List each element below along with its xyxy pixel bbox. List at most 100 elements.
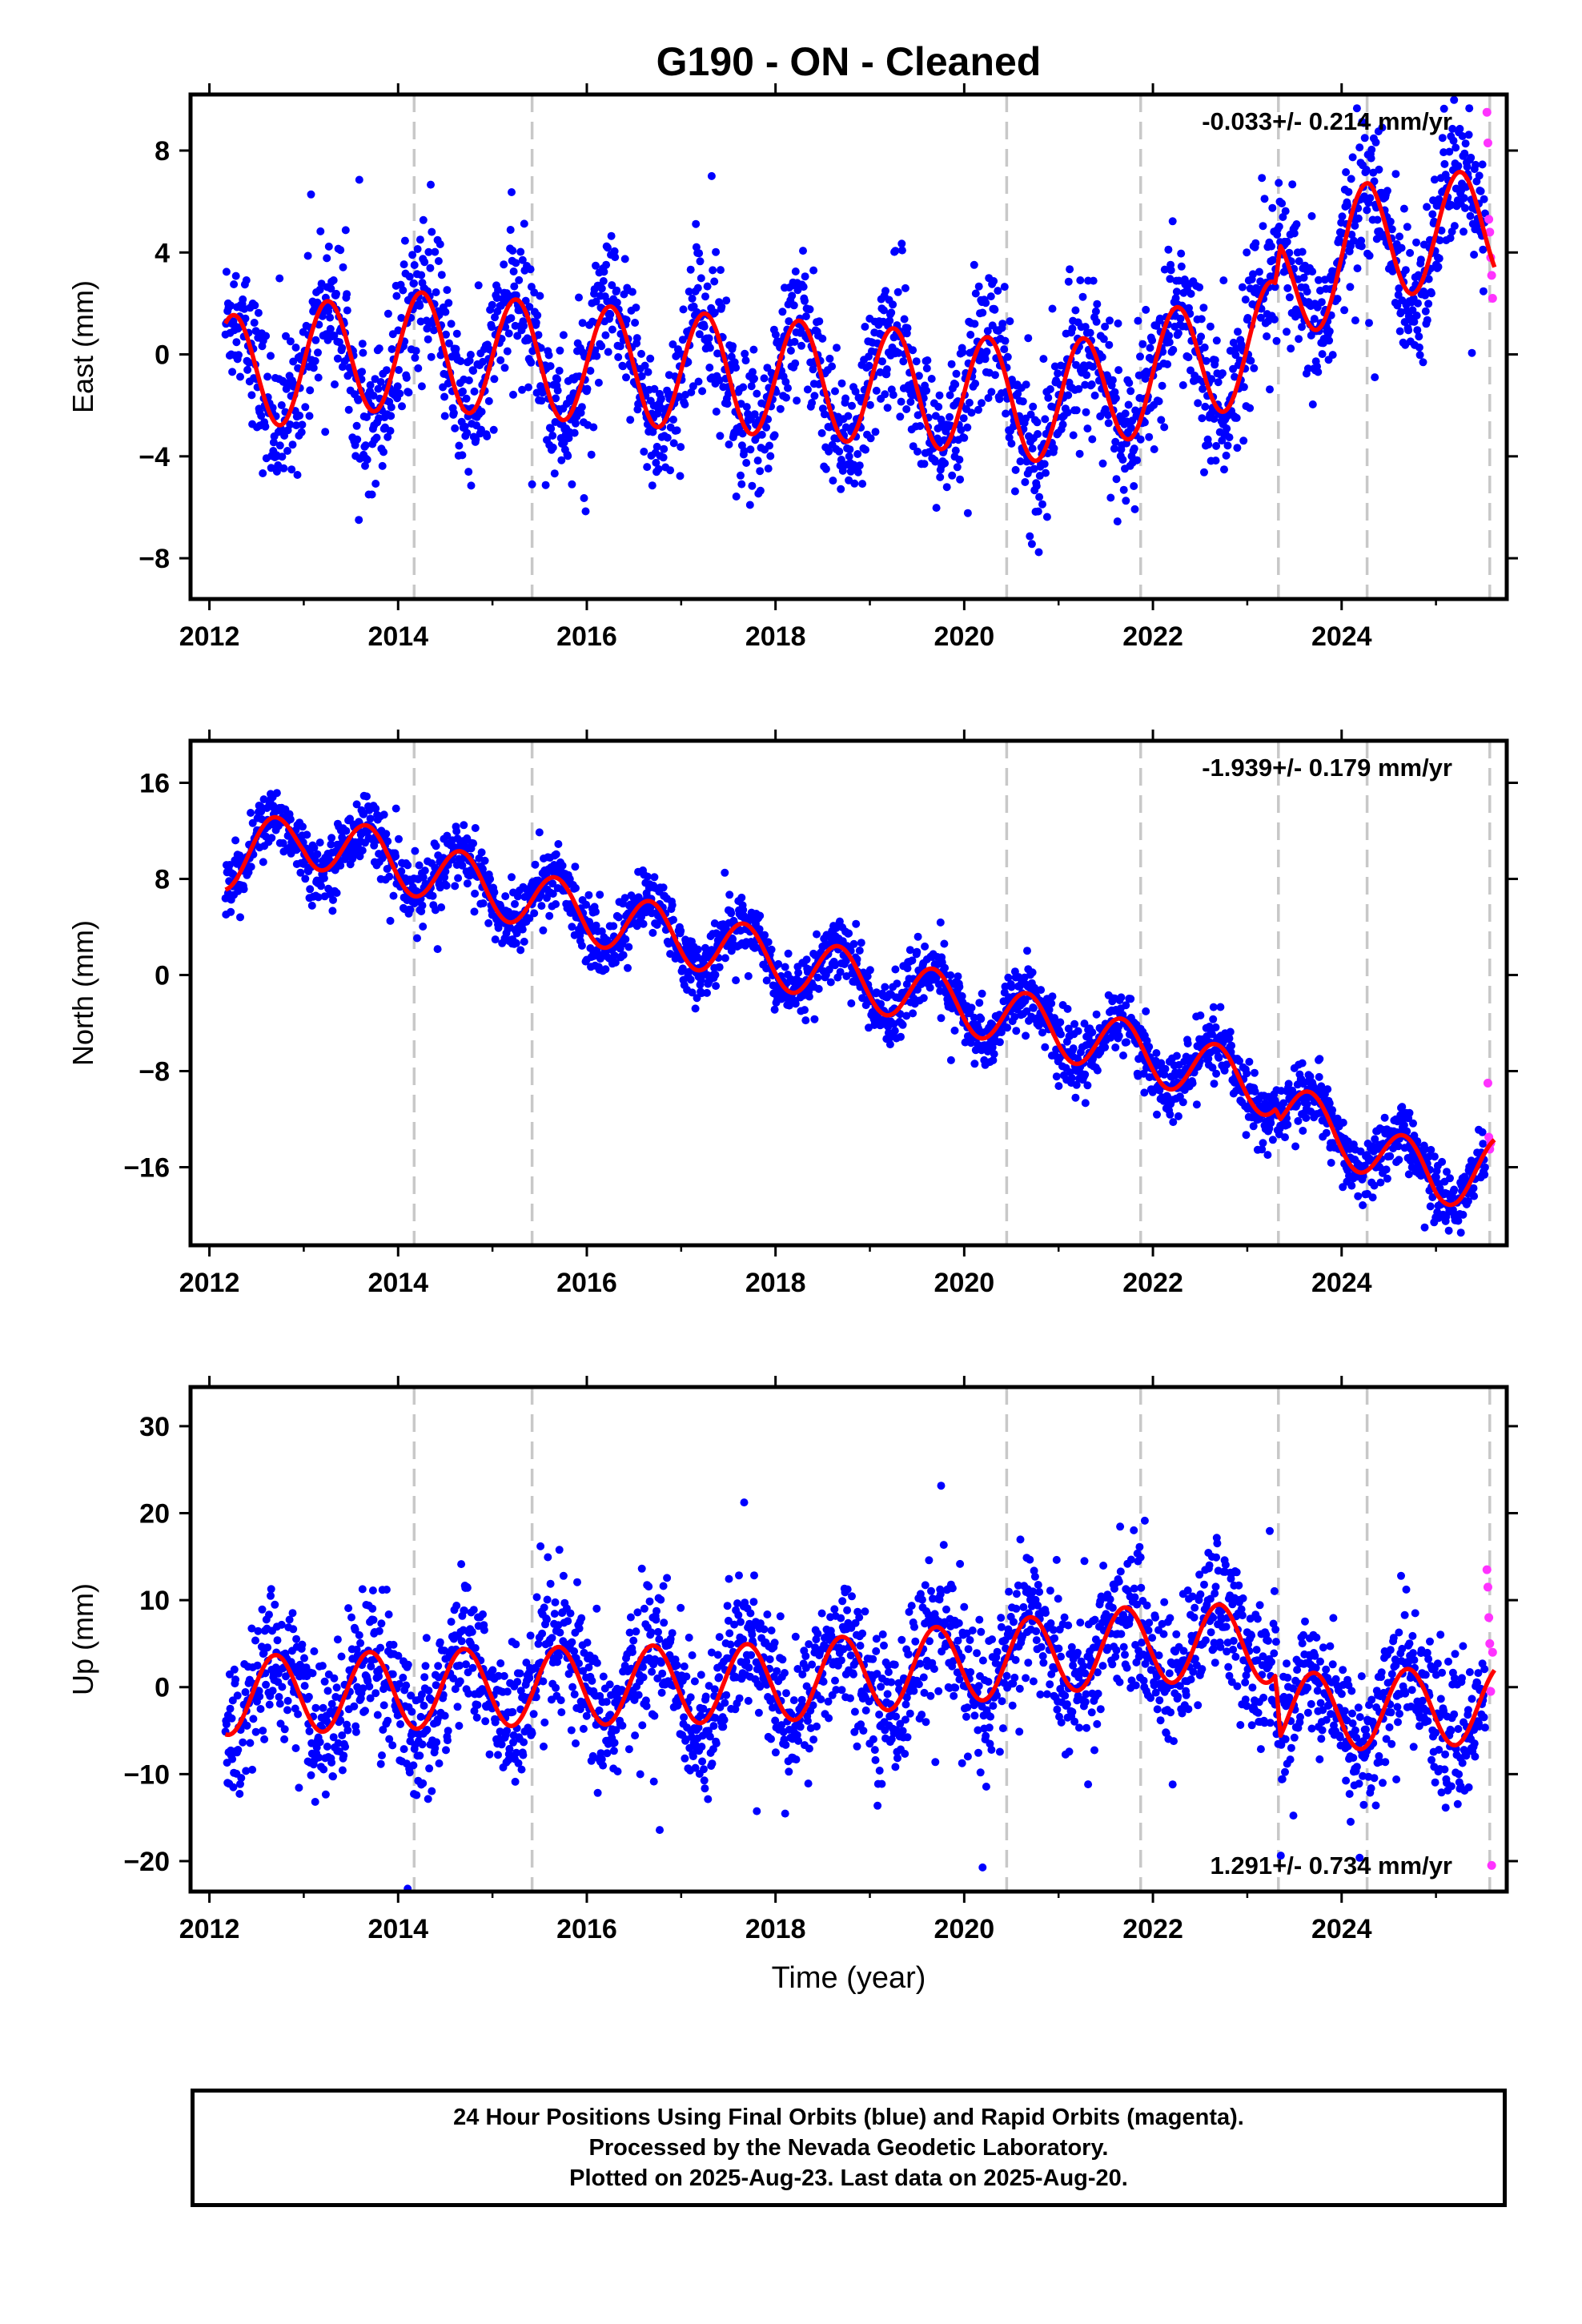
final-point bbox=[835, 917, 844, 926]
final-point bbox=[1037, 986, 1046, 995]
x-tick-label: 2020 bbox=[934, 1268, 995, 1298]
final-point bbox=[1034, 548, 1043, 557]
final-point bbox=[395, 834, 403, 843]
final-point bbox=[678, 336, 687, 344]
final-point bbox=[1177, 262, 1186, 271]
final-point bbox=[825, 965, 833, 974]
final-point bbox=[659, 883, 668, 892]
final-point bbox=[1299, 1127, 1307, 1135]
y-tick-label: 0 bbox=[155, 340, 170, 371]
final-point bbox=[1454, 162, 1463, 171]
final-point bbox=[225, 861, 234, 869]
final-point bbox=[1150, 445, 1158, 453]
final-point bbox=[572, 419, 580, 428]
final-point bbox=[323, 254, 331, 263]
final-point bbox=[1091, 307, 1100, 316]
final-point bbox=[974, 282, 983, 291]
final-point bbox=[1259, 222, 1267, 231]
final-point bbox=[1347, 231, 1356, 239]
final-point bbox=[1409, 1119, 1417, 1128]
final-point bbox=[272, 467, 281, 476]
final-point bbox=[460, 821, 468, 830]
final-point bbox=[913, 447, 921, 456]
final-point bbox=[966, 1039, 975, 1047]
final-point bbox=[263, 372, 272, 381]
final-point bbox=[963, 509, 972, 517]
final-point bbox=[1464, 131, 1473, 139]
final-point bbox=[774, 959, 783, 968]
final-point bbox=[1347, 175, 1355, 183]
final-point bbox=[575, 293, 583, 302]
y-tick-label: 8 bbox=[155, 136, 170, 167]
final-point bbox=[931, 457, 940, 466]
final-point bbox=[1375, 165, 1383, 174]
final-point bbox=[885, 316, 894, 325]
final-point bbox=[1249, 270, 1257, 279]
final-point bbox=[464, 468, 473, 476]
final-point bbox=[742, 403, 751, 412]
final-point bbox=[958, 991, 966, 1000]
final-point bbox=[1206, 322, 1215, 331]
final-point bbox=[479, 899, 488, 907]
final-point bbox=[1445, 147, 1454, 156]
final-point bbox=[1119, 1051, 1127, 1059]
final-point bbox=[452, 329, 461, 338]
final-point bbox=[1110, 444, 1118, 453]
final-point bbox=[440, 392, 449, 401]
x-tick-label: 2024 bbox=[1311, 621, 1372, 652]
final-point bbox=[1239, 436, 1248, 445]
final-point bbox=[1197, 332, 1206, 341]
final-point bbox=[1435, 195, 1443, 203]
final-point bbox=[865, 966, 874, 975]
final-point bbox=[922, 364, 931, 372]
final-point bbox=[402, 373, 411, 382]
final-point bbox=[1393, 301, 1402, 310]
final-point bbox=[791, 359, 800, 368]
final-point bbox=[861, 323, 869, 331]
final-point bbox=[1263, 332, 1271, 340]
final-point bbox=[534, 331, 543, 340]
final-point bbox=[250, 319, 259, 327]
final-point bbox=[801, 296, 809, 305]
final-point bbox=[1266, 385, 1274, 394]
final-point bbox=[1395, 232, 1403, 241]
final-point bbox=[490, 375, 499, 384]
final-point bbox=[782, 393, 790, 402]
final-point bbox=[329, 895, 337, 904]
final-point bbox=[1130, 505, 1139, 513]
final-point bbox=[597, 342, 606, 351]
final-point bbox=[518, 255, 527, 264]
final-point bbox=[382, 830, 391, 838]
final-point bbox=[1272, 336, 1281, 345]
final-point bbox=[242, 276, 251, 284]
final-point bbox=[1371, 1135, 1379, 1144]
final-point bbox=[343, 306, 351, 315]
final-point bbox=[673, 426, 681, 435]
final-point bbox=[1090, 391, 1099, 400]
final-point bbox=[1064, 391, 1073, 400]
final-point bbox=[277, 401, 286, 409]
final-point bbox=[778, 308, 787, 316]
final-point bbox=[953, 463, 962, 472]
final-point bbox=[901, 283, 909, 292]
final-point bbox=[1098, 459, 1107, 468]
final-point bbox=[727, 909, 736, 918]
final-point bbox=[548, 432, 557, 440]
final-point bbox=[246, 1739, 255, 1747]
final-point bbox=[1016, 457, 1025, 466]
final-point bbox=[1452, 143, 1460, 152]
final-point bbox=[946, 391, 954, 400]
final-point bbox=[419, 215, 428, 224]
final-point bbox=[749, 345, 758, 354]
final-point bbox=[412, 347, 420, 356]
final-point bbox=[955, 983, 964, 991]
final-point bbox=[420, 866, 429, 875]
final-point bbox=[1178, 381, 1187, 389]
final-point bbox=[1089, 276, 1098, 285]
final-point bbox=[614, 913, 623, 922]
final-point bbox=[966, 331, 975, 339]
final-point bbox=[1414, 299, 1422, 308]
final-point bbox=[1140, 1088, 1149, 1097]
final-point bbox=[902, 405, 911, 413]
